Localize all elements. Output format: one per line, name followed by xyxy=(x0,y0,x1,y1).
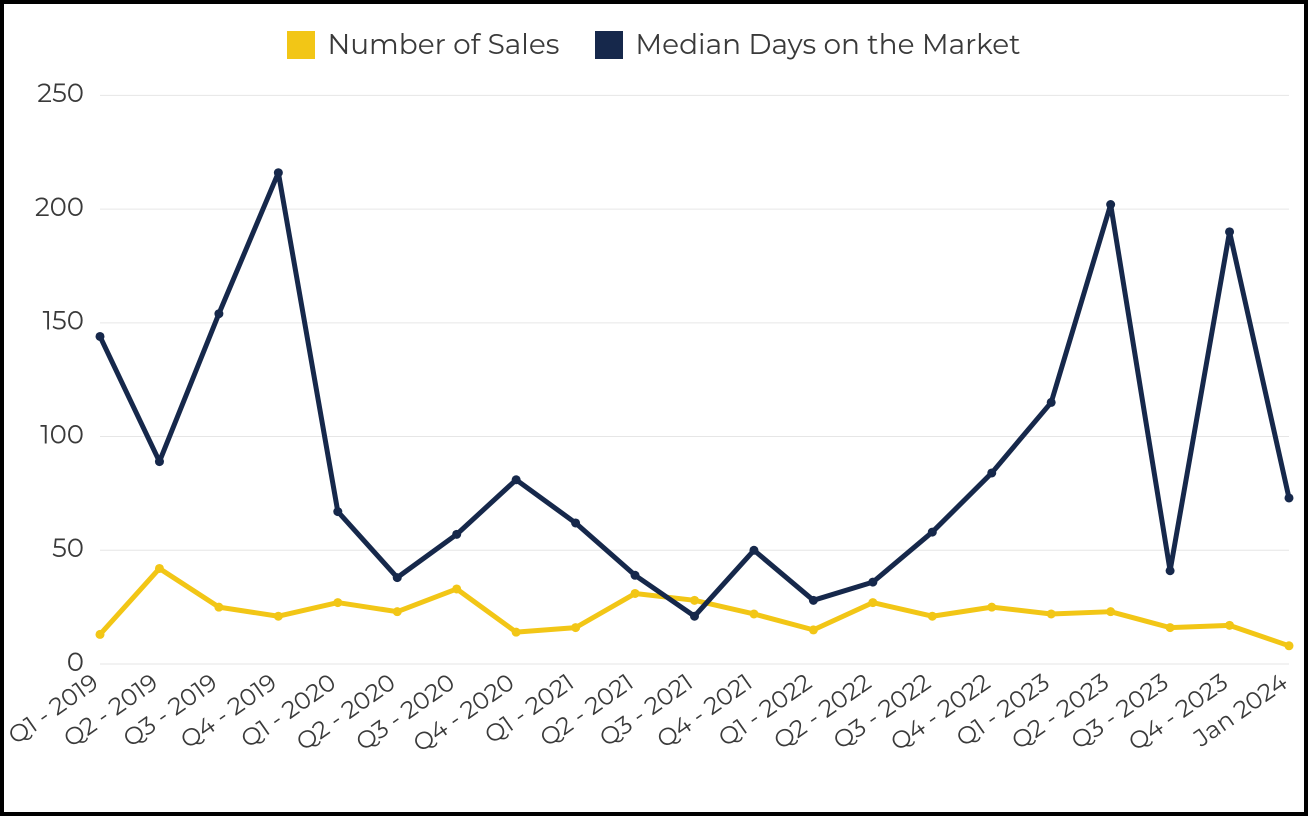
legend-label-sales: Number of Sales xyxy=(327,28,559,62)
chart-svg: 050100150200250 Q1 - 2019Q2 - 2019Q3 - 2… xyxy=(4,4,1304,812)
chart-legend: Number of Sales Median Days on the Marke… xyxy=(4,28,1304,62)
svg-text:100: 100 xyxy=(40,418,84,450)
legend-label-days: Median Days on the Market xyxy=(635,28,1020,62)
chart-frame: Number of Sales Median Days on the Marke… xyxy=(0,0,1308,816)
svg-text:200: 200 xyxy=(35,191,84,223)
svg-text:150: 150 xyxy=(43,305,84,337)
legend-swatch-days xyxy=(595,31,623,59)
legend-item-days: Median Days on the Market xyxy=(595,28,1020,62)
svg-text:250: 250 xyxy=(37,77,84,109)
chart-series-group xyxy=(96,168,1294,650)
svg-text:50: 50 xyxy=(52,532,84,564)
legend-item-sales: Number of Sales xyxy=(287,28,559,62)
x-axis-ticks: Q1 - 2019Q2 - 2019Q3 - 2019Q4 - 2019Q1 -… xyxy=(4,668,1293,759)
y-axis-ticks: 050100150200250 xyxy=(35,77,84,678)
legend-swatch-sales xyxy=(287,31,315,59)
